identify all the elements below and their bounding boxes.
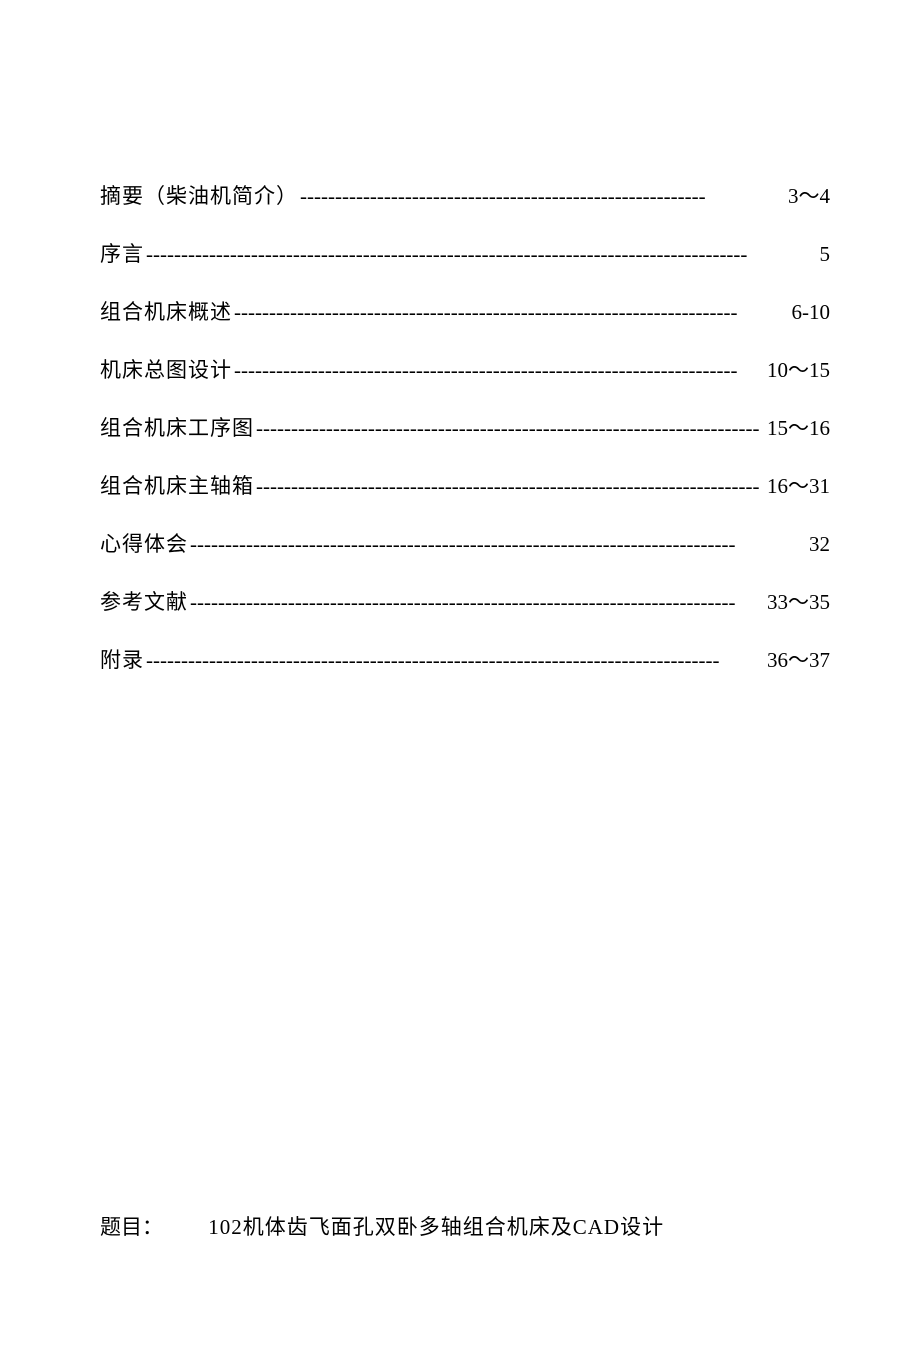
toc-entry: 摘要（柴油机简介） ------------------------------… [100,180,830,210]
toc-entry: 参考文献 -----------------------------------… [100,586,830,616]
toc-title: 摘要（柴油机简介） [100,180,298,210]
toc-page-number: 36～37 [767,644,830,674]
toc-title: 心得体会 [100,528,188,558]
toc-leader: ----------------------------------------… [188,532,809,557]
toc-leader: ----------------------------------------… [232,300,792,325]
toc-entry: 序言 -------------------------------------… [100,238,830,268]
toc-leader: ----------------------------------------… [232,358,767,383]
toc-entry: 组合机床主轴箱 --------------------------------… [100,470,830,500]
toc-entry: 心得体会 -----------------------------------… [100,528,830,558]
toc-page-number: 32 [809,532,830,557]
toc-title: 组合机床主轴箱 [100,470,254,500]
document-title-section: 题目： 102机体齿飞面孔双卧多轴组合机床及CAD设计 [100,1211,830,1241]
toc-title: 附录 [100,644,144,674]
toc-page-number: 3～4 [788,180,830,210]
toc-leader: ----------------------------------------… [144,242,820,267]
toc-page-number: 16～31 [767,470,830,500]
toc-page-number: 6-10 [792,300,831,325]
toc-entry: 机床总图设计 ---------------------------------… [100,354,830,384]
toc-entry: 组合机床工序图 --------------------------------… [100,412,830,442]
toc-leader: ----------------------------------------… [144,648,767,673]
toc-leader: ----------------------------------------… [254,474,767,499]
toc-leader: ----------------------------------------… [298,184,788,209]
toc-title: 组合机床概述 [100,296,232,326]
toc-leader: ----------------------------------------… [254,416,767,441]
title-label: 题目： [100,1211,163,1241]
table-of-contents: 摘要（柴油机简介） ------------------------------… [100,180,830,674]
toc-page-number: 15～16 [767,412,830,442]
toc-title: 机床总图设计 [100,354,232,384]
toc-title: 参考文献 [100,586,188,616]
toc-title: 序言 [100,238,144,268]
toc-page-number: 33～35 [767,586,830,616]
toc-entry: 组合机床概述 ---------------------------------… [100,296,830,326]
toc-entry: 附录 -------------------------------------… [100,644,830,674]
toc-page-number: 5 [820,242,831,267]
title-text: 102机体齿飞面孔双卧多轴组合机床及CAD设计 [208,1211,664,1241]
toc-page-number: 10～15 [767,354,830,384]
toc-title: 组合机床工序图 [100,412,254,442]
toc-leader: ----------------------------------------… [188,590,767,615]
